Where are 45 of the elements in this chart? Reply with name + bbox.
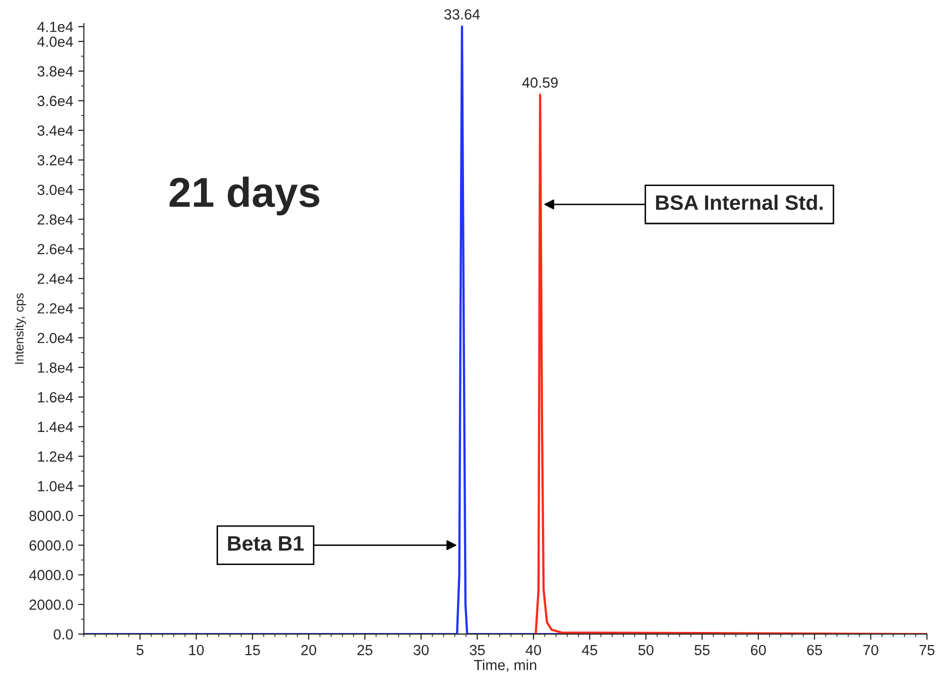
y-tick-label: 1.0e4 — [38, 481, 73, 492]
x-tick-label: 45 — [582, 645, 598, 656]
y-tick-label: 3.8e4 — [37, 66, 73, 76]
annotation: BSA Internal Std. — [656, 194, 823, 210]
y-tick-label: 8000.0 — [29, 510, 73, 521]
y-tick-label: 2.4e4 — [38, 274, 73, 284]
y-tick-label: 1.4e4 — [38, 422, 73, 432]
x-tick-label: 5 — [136, 645, 144, 656]
y-tick-label: 2.0e4 — [38, 332, 73, 344]
annotation: 40.59 — [522, 77, 558, 88]
y-tick-label: 2.2e4 — [38, 303, 73, 314]
y-tick-label: 1.8e4 — [38, 362, 73, 373]
y-tick-label: 1.6e4 — [38, 392, 73, 402]
y-tick-label: 4000.0 — [29, 570, 73, 580]
y-tick-label: 3.6e4 — [37, 96, 73, 106]
x-tick-label: 40 — [526, 644, 542, 656]
x-tick-label: 20 — [301, 644, 316, 656]
y-tick-label: 3.2e4 — [37, 155, 73, 166]
x-tick-label: 30 — [414, 644, 429, 656]
x-axis-title: Time, min — [474, 659, 536, 672]
x-tick-label: 55 — [694, 645, 710, 656]
x-tick-label: 10 — [189, 644, 204, 656]
x-tick-label: 50 — [638, 644, 654, 656]
y-tick-label: 1.2e4 — [38, 451, 73, 462]
x-tick-label: 60 — [750, 644, 766, 656]
annotation: 33.64 — [444, 9, 480, 20]
y-tick-label: 0.0 — [54, 629, 73, 640]
y-tick-label: 2.8e4 — [38, 214, 73, 225]
y-tick-label: 4.0e4 — [37, 36, 73, 47]
annotation: Beta B1 — [228, 536, 304, 551]
x-tick-label: 25 — [357, 644, 372, 656]
y-tick-label: 2000.0 — [30, 600, 73, 610]
x-tick-label: 70 — [863, 644, 878, 656]
y-axis-title: Intensity, cps — [14, 293, 26, 364]
x-tick-label: 65 — [807, 644, 822, 656]
x-tick-label: 35 — [470, 644, 485, 656]
annotation: 21 days — [170, 176, 320, 216]
line-series — [534, 94, 927, 634]
y-tick-label: 4.1e4 — [37, 22, 73, 32]
y-tick-label: 3.0e4 — [37, 184, 73, 196]
y-tick-label: 6000.0 — [30, 540, 73, 551]
x-tick-label: 75 — [920, 645, 934, 656]
y-tick-label: 2.6e4 — [38, 244, 73, 254]
y-tick-label: 3.4e4 — [37, 125, 73, 136]
x-tick-label: 15 — [245, 645, 260, 656]
